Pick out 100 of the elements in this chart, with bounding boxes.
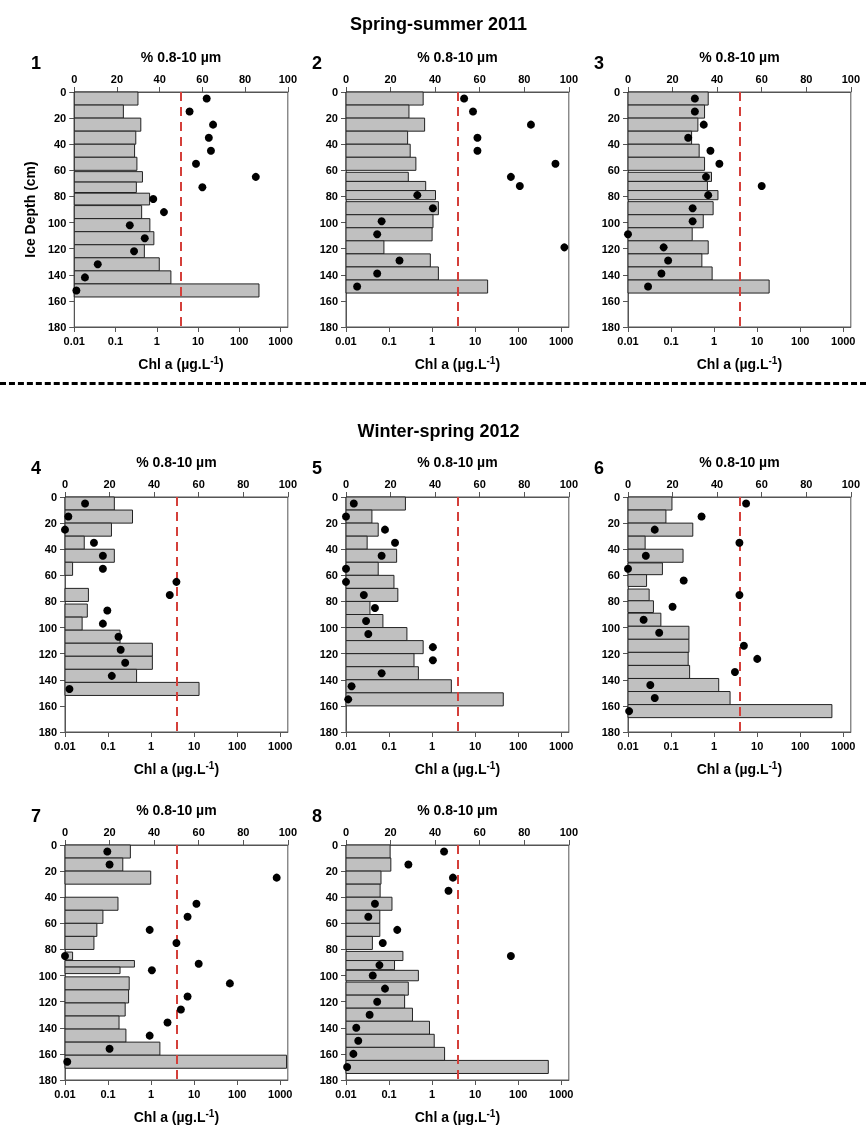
x-tick-label: 100 [791, 739, 810, 752]
y-tick-label: 20 [44, 865, 57, 878]
y-tick-label: 180 [319, 726, 338, 738]
x2-tick-label: 100 [559, 825, 578, 838]
y-tick-label: 60 [607, 569, 620, 582]
x2-tick-label: 40 [429, 825, 442, 838]
x-tick-label: 0.01 [63, 334, 85, 347]
x2-tick-label: 100 [559, 477, 578, 490]
y-tick-label: 40 [44, 543, 57, 556]
x2-tick-label: 40 [429, 72, 442, 85]
y-tick-label: 140 [319, 1021, 338, 1034]
x-tick-label: 0.1 [663, 334, 679, 347]
x-tick-label: 1 [711, 739, 718, 752]
y-tick-label: 60 [54, 164, 67, 177]
y-tick-label: 120 [601, 647, 620, 660]
x-tick-label: 1000 [549, 1087, 574, 1100]
x-tick-label: 0.01 [617, 334, 639, 347]
y-tick-label: 60 [44, 917, 57, 930]
chart-title: Spring-summer 2011 [349, 14, 528, 34]
x2-tick-label: 100 [559, 72, 578, 85]
y-tick-label: 20 [54, 112, 67, 125]
y-tick-label: 60 [607, 164, 620, 177]
y-tick-label: 80 [607, 595, 620, 608]
x-tick-label: 100 [228, 739, 247, 752]
y-tick-label: 120 [47, 242, 67, 255]
x-tick-label: 0.01 [54, 739, 76, 752]
text: 3 [594, 53, 605, 73]
x-tick-label: 10 [751, 334, 764, 347]
x2-tick-label: 40 [148, 825, 161, 838]
y-tick-label: 100 [601, 216, 620, 229]
y-tick-label: 60 [325, 569, 338, 582]
x2-axis-title: % 0.8-10 µm [417, 802, 498, 818]
y-tick-label: 40 [325, 891, 338, 904]
x2-tick-label: 80 [237, 825, 250, 838]
text: 5 [312, 458, 323, 478]
x2-tick-label: 20 [384, 72, 397, 85]
x2-tick-label: 20 [103, 477, 116, 490]
chart-title: Winter-spring 2012 [357, 421, 520, 441]
y-tick-label: 100 [47, 216, 67, 229]
y-tick-label: 120 [38, 647, 57, 660]
y-tick-label: 120 [38, 995, 57, 1008]
x-tick-label: 1 [429, 1087, 436, 1100]
y-tick-label: 0 [50, 839, 57, 851]
y-tick-label: 120 [319, 242, 338, 255]
x2-tick-label: 40 [148, 477, 161, 490]
x2-tick-label: 80 [518, 825, 531, 838]
x2-tick-label: 100 [841, 477, 860, 490]
x2-tick-label: 20 [666, 72, 679, 85]
x2-tick-label: 20 [384, 477, 397, 490]
x2-tick-label: 40 [711, 477, 724, 490]
y-tick-label: 100 [601, 621, 620, 634]
x2-tick-label: 20 [384, 825, 397, 838]
x-tick-label: 0.1 [663, 739, 679, 752]
x-tick-label: 1000 [831, 739, 856, 752]
x-tick-label: 0.1 [107, 334, 124, 347]
y-tick-label: 20 [44, 517, 57, 530]
y-tick-label: 100 [38, 969, 57, 982]
x2-axis-title: % 0.8-10 µm [136, 454, 217, 470]
x-tick-label: 10 [469, 739, 482, 752]
text: 7 [31, 806, 42, 826]
y-tick-label: 180 [47, 321, 67, 333]
x2-tick-label: 60 [192, 477, 205, 490]
x2-axis-title: % 0.8-10 µm [417, 49, 498, 65]
y-tick-label: 80 [325, 190, 338, 203]
y-tick-label: 120 [319, 647, 338, 660]
x-tick-label: 0.1 [381, 739, 397, 752]
x-tick-label: 1000 [268, 1087, 293, 1100]
x2-tick-label: 20 [103, 825, 116, 838]
x-tick-label: 10 [188, 1087, 201, 1100]
x2-tick-label: 20 [666, 477, 679, 490]
x2-tick-label: 60 [755, 477, 768, 490]
y-tick-label: 0 [50, 491, 57, 503]
y-tick-label: 160 [601, 699, 620, 712]
y-tick-label: 0 [60, 86, 67, 98]
y-tick-label: 140 [38, 673, 57, 686]
x-tick-label: 1 [148, 1087, 155, 1100]
x2-tick-label: 80 [238, 72, 252, 85]
y-tick-label: 160 [601, 294, 620, 307]
y-tick-label: 20 [607, 112, 620, 125]
x2-tick-label: 100 [278, 72, 297, 85]
y-tick-label: 20 [325, 517, 338, 530]
x-tick-label: 10 [188, 739, 201, 752]
y-tick-label: 100 [38, 621, 57, 634]
x-tick-label: 0.01 [54, 1087, 76, 1100]
y-tick-label: 160 [319, 1047, 338, 1060]
y-tick-label: 80 [325, 943, 338, 956]
y-tick-label: 100 [319, 621, 338, 634]
y-tick-label: 180 [319, 1074, 338, 1086]
y-tick-label: 0 [331, 86, 338, 98]
x-tick-label: 100 [509, 334, 528, 347]
x-tick-label: 0.1 [100, 1087, 116, 1100]
x2-tick-label: 0 [624, 72, 632, 85]
x-tick-label: 1000 [268, 334, 293, 347]
x2-tick-label: 0 [624, 477, 632, 490]
y-tick-label: 160 [47, 294, 67, 307]
x2-tick-label: 60 [192, 825, 205, 838]
y-tick-label: 160 [38, 1047, 57, 1060]
y-tick-label: 140 [38, 1021, 57, 1034]
y-tick-label: 0 [331, 491, 338, 503]
y-tick-label: 160 [319, 699, 338, 712]
